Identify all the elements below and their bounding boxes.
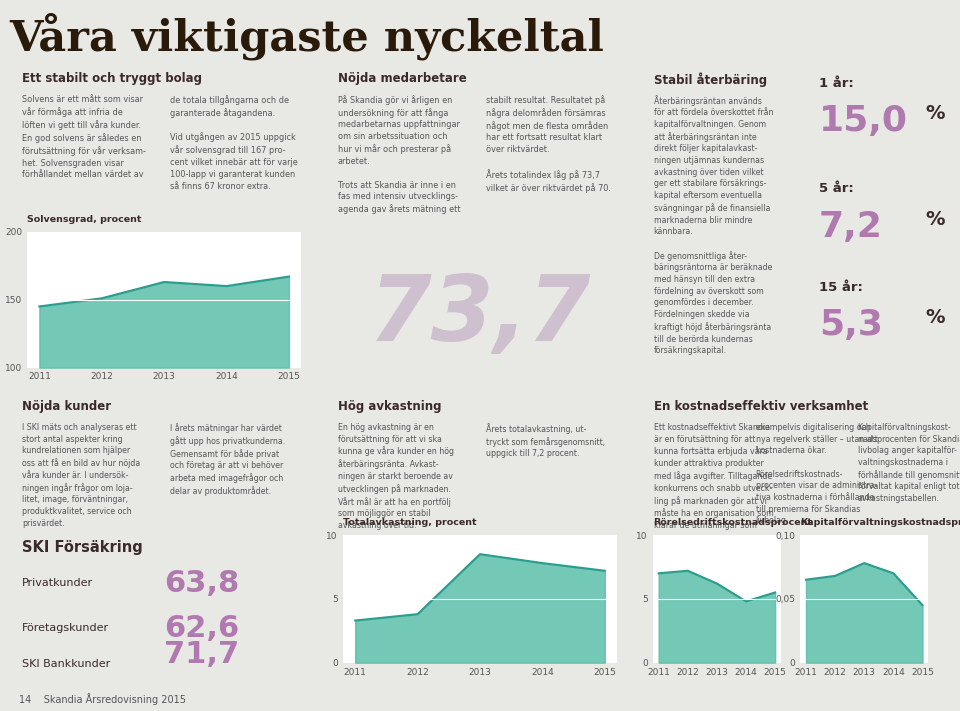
Text: Kapitalförvaltningskost-
nadsprocenten för Skandias
livbolag anger kapitalför-
v: Kapitalförvaltningskost- nadsprocenten f…	[857, 423, 960, 503]
Text: %: %	[925, 309, 946, 327]
Text: 63,8: 63,8	[164, 570, 239, 599]
Text: Kapitalförvaltningskostnadsprocent: Kapitalförvaltningskostnadsprocent	[801, 518, 960, 528]
Text: 7,2: 7,2	[819, 210, 883, 244]
Text: 62,6: 62,6	[164, 614, 239, 643]
Text: En kostnadseffektiv verksamhet: En kostnadseffektiv verksamhet	[654, 400, 868, 412]
Text: Rörelsedriftskostnadsprocent: Rörelsedriftskostnadsprocent	[653, 518, 812, 528]
Text: exempelvis digitalisering och
nya regelverk ställer – utan att
kostnaderna ökar.: exempelvis digitalisering och nya regelv…	[756, 423, 877, 525]
Text: Ett stabilt och tryggt bolag: Ett stabilt och tryggt bolag	[22, 72, 202, 85]
Text: SKI Försäkring: SKI Försäkring	[22, 540, 143, 555]
Text: En hög avkastning är en
förutsättning för att vi ska
kunna ge våra kunder en hög: En hög avkastning är en förutsättning fö…	[338, 423, 454, 530]
Text: Nöjda medarbetare: Nöjda medarbetare	[338, 72, 467, 85]
Text: Privatkunder: Privatkunder	[22, 578, 93, 588]
Text: 14    Skandia Årsredovisning 2015: 14 Skandia Årsredovisning 2015	[19, 693, 186, 705]
Text: SKI Bankkunder: SKI Bankkunder	[22, 658, 110, 668]
Text: Stabil återbäring: Stabil återbäring	[654, 72, 767, 87]
Text: 5,3: 5,3	[819, 309, 883, 342]
Text: I årets mätningar har värdet
gått upp hos privatkunderna.
Gemensamt för både pri: I årets mätningar har värdet gått upp ho…	[170, 423, 285, 496]
Text: %: %	[925, 105, 946, 124]
Text: %: %	[925, 210, 946, 228]
Text: Totalavkastning, procent: Totalavkastning, procent	[343, 518, 476, 528]
Text: 15 år:: 15 år:	[819, 281, 863, 294]
Text: I SKI mäts och analyseras ett
stort antal aspekter kring
kundrelationen som hjäl: I SKI mäts och analyseras ett stort anta…	[22, 423, 140, 528]
Text: de totala tillgångarna och de
garanterade åtagandena.

Vid utgången av 2015 uppg: de totala tillgångarna och de garanterad…	[170, 95, 299, 191]
Text: Årets totalavkastning, ut-
tryckt som femårsgenomsnitt,
uppgick till 7,2 procent: Årets totalavkastning, ut- tryckt som fe…	[486, 423, 606, 459]
Text: 71,7: 71,7	[164, 640, 239, 668]
Text: Solvensgrad, procent: Solvensgrad, procent	[27, 215, 141, 223]
Text: Solvens är ett mått som visar
vår förmåga att infria de
löften vi gett till våra: Solvens är ett mått som visar vår förmåg…	[22, 95, 146, 179]
Text: Ett kostnadseffektivt Skandia
är en förutsättning för att
kunna fortsätta erbjud: Ett kostnadseffektivt Skandia är en föru…	[654, 423, 774, 530]
Text: Företagskunder: Företagskunder	[22, 623, 109, 633]
Text: Våra viktigaste nyckeltal: Våra viktigaste nyckeltal	[10, 13, 605, 60]
Text: 5 år:: 5 år:	[819, 182, 853, 195]
Text: Hög avkastning: Hög avkastning	[338, 400, 442, 412]
Text: stabilt resultat. Resultatet på
några delområden försämras
något men de flesta o: stabilt resultat. Resultatet på några de…	[486, 95, 612, 193]
Text: 73,7: 73,7	[369, 272, 591, 360]
Text: På Skandia gör vi årligen en
undersökning för att fånga
medarbetarnas uppfattnin: På Skandia gör vi årligen en undersöknin…	[338, 95, 461, 215]
Text: Återbäringsräntan används
för att fördela överskottet från
kapitalförvaltningen.: Återbäringsräntan används för att fördel…	[654, 95, 773, 356]
Text: 15,0: 15,0	[819, 105, 908, 139]
Text: Nöjda kunder: Nöjda kunder	[22, 400, 111, 412]
Text: 1 år:: 1 år:	[819, 77, 853, 90]
